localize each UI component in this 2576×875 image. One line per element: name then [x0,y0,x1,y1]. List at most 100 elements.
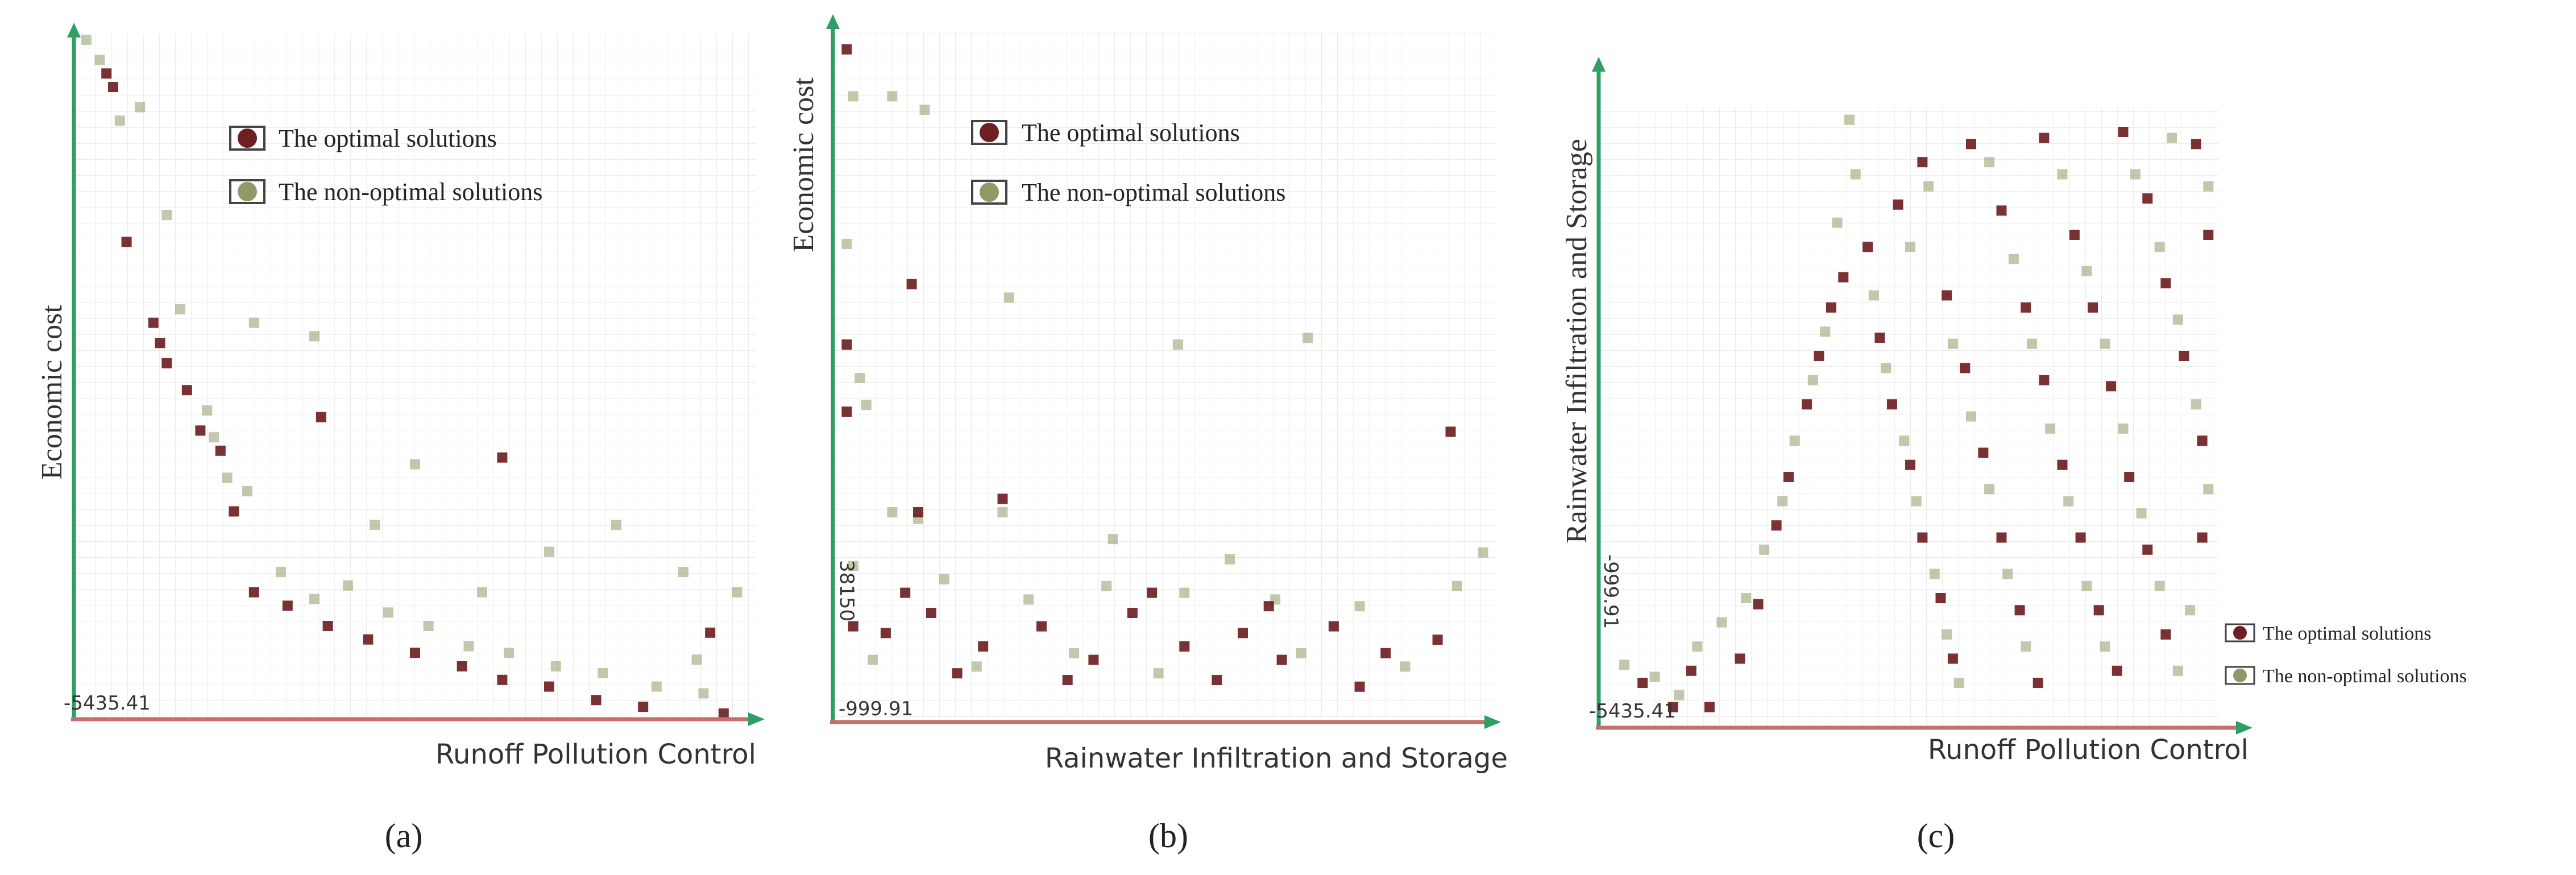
optimal-point-b-21 [1062,675,1073,685]
non-optimal-point-c-6 [1759,544,1770,555]
non-optimal-point-c-19 [1953,678,1964,689]
x-axis-label-a: Runoff Pollution Control [435,739,756,770]
y-axis-label-a: Economic cost [36,305,68,480]
non-optimal-point-c-27 [1984,157,1995,168]
optimal-point-a-6 [181,385,192,396]
optimal-point-c-31 [2057,459,2068,470]
optimal-point-c-27 [1966,139,1976,150]
non-optimal-point-c-23 [1966,411,1976,422]
optimal-point-c-17 [1935,593,1946,603]
optimal-point-b-8 [880,628,891,638]
non-optimal-point-b-13 [1179,587,1190,598]
non-optimal-point-a-12 [343,580,353,591]
optimal-point-c-46 [2197,436,2208,446]
non-optimal-point-a-8 [222,472,233,483]
legend-dot-nonoptimal-c [2233,669,2247,682]
optimal-point-c-4 [1735,653,1745,664]
non-optimal-point-b-19 [1069,648,1080,658]
optimal-point-c-47 [2197,532,2208,543]
optimal-point-a-14 [410,648,420,658]
optimal-point-b-1 [906,279,917,289]
non-optimal-point-c-30 [2045,423,2056,434]
legend-dot-nonoptimal-b [980,183,999,202]
optimal-point-b-22 [1212,675,1222,685]
optimal-point-c-20 [1917,157,1928,168]
optimal-point-a-18 [591,695,602,706]
y-tick-label-c: -999.91 [1599,554,1622,629]
non-optimal-point-b-16 [1451,580,1462,591]
non-optimal-point-a-23 [410,459,420,470]
y-axis-label-c: Rainwater Infiltration and Storage [1561,139,1593,544]
optimal-point-c-29 [2021,302,2031,313]
non-optimal-point-c-20 [1905,242,1915,252]
non-optimal-point-c-35 [2081,266,2092,276]
non-optimal-point-a-9 [242,486,252,496]
non-optimal-point-b-23 [1003,292,1014,303]
non-optimal-point-b-17 [868,654,878,665]
non-optimal-point-c-14 [1881,363,1891,374]
chart-panel-b: -999.91 38150 Rainwater Infiltration and… [787,14,1508,855]
non-optimal-point-a-2 [114,115,125,126]
optimal-point-b-18 [1380,648,1391,658]
optimal-point-c-15 [1905,459,1915,470]
optimal-point-c-30 [2039,375,2050,385]
points-a [81,35,742,719]
non-optimal-point-c-28 [2008,254,2019,264]
optimal-point-b-14 [1179,641,1190,652]
optimal-point-c-44 [2160,278,2171,289]
non-optimal-point-c-4 [1716,617,1727,628]
non-optimal-point-a-7 [209,432,219,443]
optimal-point-c-8 [1802,399,1812,410]
panel-label-b: (b) [1148,817,1188,855]
optimal-point-a-17 [544,681,554,692]
non-optimal-point-b-25 [1302,333,1313,343]
non-optimal-point-c-17 [1929,569,1940,579]
non-optimal-point-c-42 [2154,242,2165,252]
optimal-point-c-10 [1826,302,1836,313]
y-tick-label-b: 38150 [835,560,858,621]
optimal-point-c-3 [1704,702,1715,712]
optimal-point-a-0 [101,68,112,79]
optimal-point-c-13 [1874,333,1885,343]
non-optimal-point-c-12 [1850,169,1861,180]
optimal-point-a-8 [215,445,226,456]
optimal-point-c-33 [2093,605,2104,616]
optimal-point-b-24 [900,587,911,598]
legend-label-optimal-b: The optimal solutions [1022,119,1240,147]
optimal-point-c-40 [2142,544,2153,555]
non-optimal-point-a-27 [732,587,742,598]
optimal-point-c-28 [1996,205,2007,216]
non-optimal-point-b-9 [848,561,858,571]
non-optimal-point-a-4 [161,210,172,221]
non-optimal-point-c-44 [2191,399,2201,410]
optimal-point-a-7 [195,425,206,436]
non-optimal-point-c-18 [1942,629,1952,640]
non-optimal-point-c-9 [1807,375,1818,385]
non-optimal-point-b-2 [919,105,930,115]
non-optimal-point-a-16 [504,648,515,658]
non-optimal-point-a-5 [175,304,185,314]
non-optimal-point-c-15 [1899,436,1910,446]
optimal-point-a-2 [121,237,132,247]
legend-label-optimal-c: The optimal solutions [2263,623,2432,644]
non-optimal-point-c-26 [2021,641,2031,652]
origin-label-a: -5435.41 [64,692,151,715]
optimal-point-b-7 [848,621,858,632]
non-optimal-point-c-43 [2172,314,2183,325]
non-optimal-point-c-0 [1619,660,1630,670]
non-optimal-point-c-40 [2172,665,2183,676]
optimal-point-b-17 [1328,621,1339,632]
non-optimal-point-b-21 [1296,648,1306,658]
non-optimal-point-c-29 [2027,338,2037,349]
non-optimal-point-a-1 [94,55,105,65]
non-optimal-point-c-1 [1649,671,1660,682]
non-optimal-point-a-30 [691,654,702,665]
non-optimal-point-b-8 [997,507,1008,517]
optimal-point-c-21 [1942,290,1952,301]
optimal-point-c-1 [1667,702,1678,712]
non-optimal-point-c-47 [2167,132,2177,143]
non-optimal-point-a-10 [276,567,286,578]
optimal-point-c-12 [1862,242,1873,252]
non-optimal-point-a-14 [423,621,434,631]
